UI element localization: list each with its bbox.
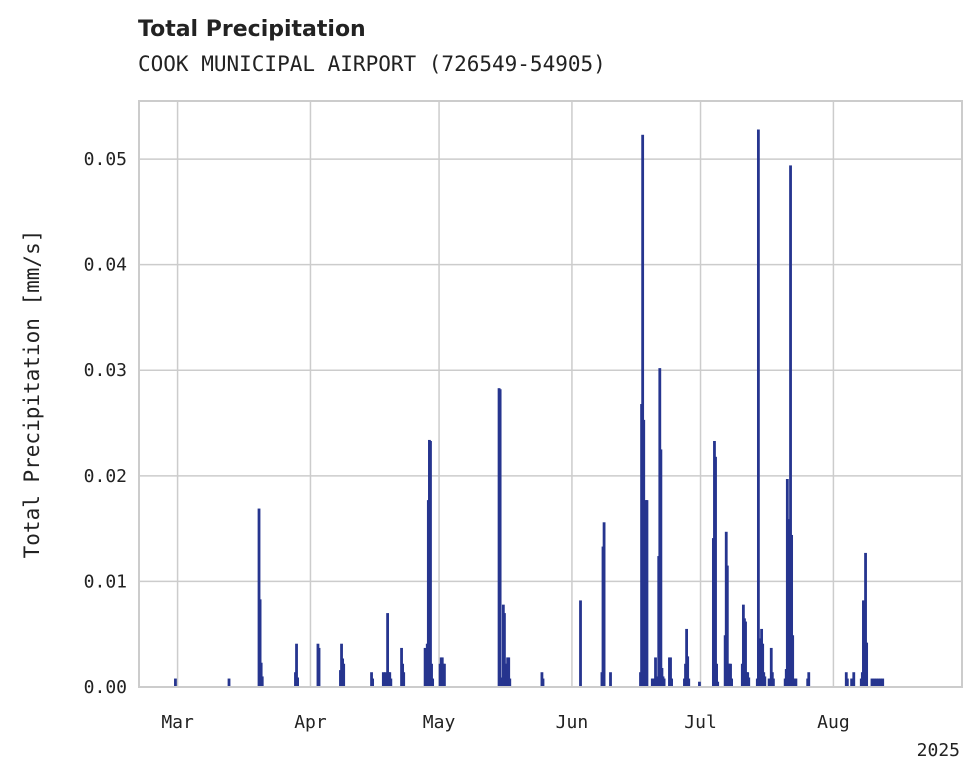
precip-bar [642, 419, 646, 687]
precip-bar [259, 662, 263, 687]
precip-bar [870, 678, 874, 687]
precip-bar [498, 389, 502, 687]
precip-bar [659, 449, 663, 687]
chart-subtitle: COOK MUNICIPAL AIRPORT (726549-54905) [138, 52, 606, 76]
precip-bar [686, 656, 690, 687]
precip-bar [443, 663, 446, 687]
precip-bar [730, 678, 733, 687]
precip-bar [541, 678, 545, 687]
precip-bar [716, 681, 720, 687]
precip-bar [609, 672, 612, 687]
y-tick-label: 0.03 [84, 360, 127, 381]
precip-bar [384, 672, 387, 687]
precip-bar [429, 440, 432, 687]
precip-bar [258, 599, 262, 687]
precip-bar [794, 678, 798, 687]
bar-series [174, 129, 885, 688]
precip-bar [342, 663, 346, 687]
precip-bar [787, 519, 790, 687]
precip-bar [789, 165, 792, 687]
precip-bar [698, 681, 701, 687]
precip-bar [772, 678, 775, 687]
precip-bar [744, 621, 747, 687]
precip-bar [879, 678, 882, 687]
precip-bar [645, 500, 649, 687]
precip-bar [296, 677, 299, 687]
y-tick-label: 0.04 [84, 255, 127, 276]
precip-bar [670, 678, 673, 687]
precip-bar [381, 672, 385, 687]
precip-bar [761, 643, 765, 687]
precip-bar [864, 552, 867, 687]
x-tick-label: Aug [817, 712, 850, 733]
precip-bar [725, 565, 729, 687]
precip-bar [389, 678, 393, 687]
precip-bar [714, 456, 717, 687]
precip-bar [769, 647, 773, 687]
precip-bar [371, 678, 375, 687]
precip-bar [790, 534, 794, 687]
precip-bar [503, 613, 506, 687]
precip-bar [874, 678, 878, 687]
precip-bar [763, 676, 767, 687]
y-tick-label: 0.02 [84, 466, 127, 487]
precip-bar [669, 657, 672, 687]
precip-bar [641, 134, 645, 688]
precip-bar [881, 678, 885, 687]
precip-bar [227, 678, 231, 687]
x-tick-label: Jun [556, 712, 589, 733]
y-tick-label: 0.00 [84, 677, 127, 698]
y-axis-ticks: 0.00 0.01 0.02 0.03 0.04 0.05 [84, 149, 127, 698]
precip-bar [430, 663, 433, 687]
precip-bar [715, 663, 718, 687]
precip-bar [872, 678, 876, 687]
precip-bar [756, 129, 760, 687]
precip-bar [877, 678, 880, 687]
precip-bar [257, 508, 261, 687]
precip-bar [402, 672, 406, 687]
precip-bar [174, 678, 177, 687]
precip-bar [729, 663, 732, 687]
precip-bar [865, 642, 869, 687]
precip-bar [791, 635, 795, 687]
x-axis-ticks: Mar Apr May Jun Jul Aug [161, 712, 849, 733]
x-tick-label: May [423, 712, 456, 733]
precip-bar [508, 678, 512, 687]
precip-bar [845, 678, 849, 687]
precip-bar [747, 677, 751, 687]
y-tick-label: 0.05 [84, 149, 127, 170]
chart-title: Total Precipitation [138, 17, 366, 42]
x-axis-year-label: 2025 [917, 740, 960, 761]
precip-bar [431, 678, 435, 687]
precip-bar [687, 678, 691, 687]
x-tick-label: Jul [684, 712, 717, 733]
precip-bar [579, 600, 582, 687]
precip-bar [758, 638, 761, 687]
precip-bar [662, 678, 666, 687]
precip-bar [317, 647, 321, 687]
precip-bar [602, 522, 606, 687]
precip-bar [852, 672, 856, 687]
plot-frame [138, 100, 963, 688]
precip-bar [507, 657, 511, 687]
precip-bar [386, 613, 390, 687]
precip-bar [260, 676, 264, 687]
y-tick-label: 0.01 [84, 571, 127, 592]
y-axis-label: Total Precipitation [mm/s] [20, 230, 44, 559]
precip-bar [295, 643, 298, 687]
precip-bar [807, 672, 811, 687]
x-tick-label: Mar [161, 712, 194, 733]
x-tick-label: Apr [294, 712, 327, 733]
grid-lines [139, 101, 962, 688]
precip-bar [654, 657, 657, 687]
precip-bar [499, 677, 503, 687]
